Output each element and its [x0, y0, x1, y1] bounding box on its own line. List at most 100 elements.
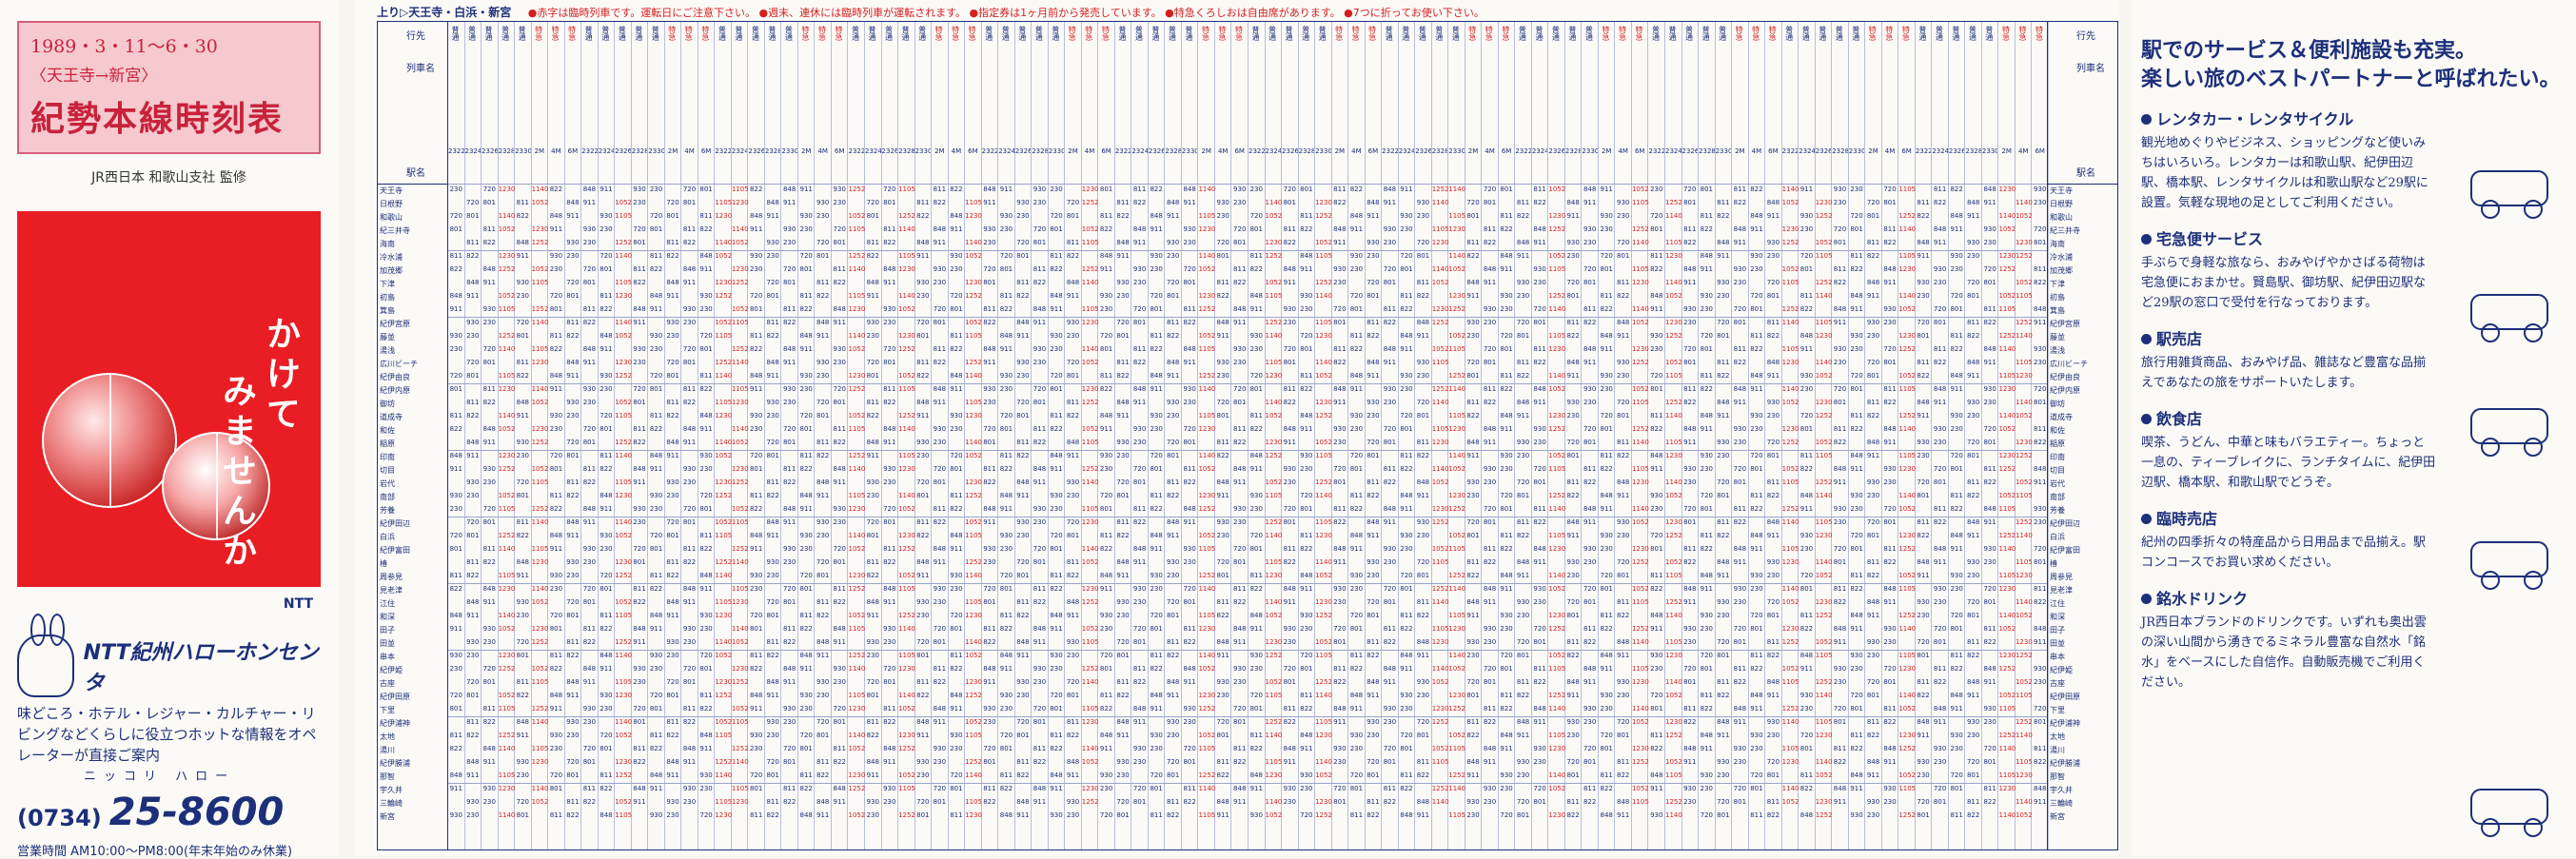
time-cell: 720 [1700, 332, 1713, 340]
time-cell: 230 [1016, 212, 1030, 220]
time-cell: 911 [466, 292, 480, 300]
time-cell: 1230 [1315, 798, 1332, 806]
time-cell: 1230 [965, 279, 982, 286]
time-cell: 848 [1617, 638, 1630, 646]
time-cell: 848 [1383, 345, 1397, 353]
time-cell: 848 [1717, 718, 1730, 726]
time-cell: 1252 [1431, 185, 1449, 193]
time-cell: 230 [1166, 732, 1180, 739]
station-name: 箕島 [2050, 306, 2065, 315]
time-cell: 848 [2034, 625, 2047, 633]
service-heading: 臨時売店 [2141, 506, 2576, 529]
time-cell: 1052 [1431, 279, 1449, 286]
time-cell: 848 [1183, 505, 1196, 513]
time-cell: 1105 [731, 585, 749, 593]
time-cell: 720 [600, 572, 613, 579]
time-cell: 801 [600, 425, 613, 433]
time-cell: 801 [1866, 692, 1880, 699]
time-cell: 848 [1533, 545, 1546, 553]
time-cell: 822 [782, 638, 796, 646]
time-cell: 230 [1766, 732, 1780, 739]
time-cell: 911 [1983, 359, 1996, 366]
time-cell: 1230 [1781, 225, 1799, 233]
time-cell: 1230 [531, 225, 549, 233]
time-cell: 911 [1966, 372, 1980, 380]
route-label: 〈天王寺→新宮〉 [30, 67, 158, 86]
time-cell: 811 [1249, 572, 1263, 579]
center-description: 味どころ・ホテル・レジャー・カルチャー・リビングなどくらしに役立つホットな情報を… [17, 705, 317, 764]
time-cell: 1105 [1265, 492, 1283, 499]
time-cell: 230 [482, 798, 496, 806]
time-cell: 1230 [1548, 545, 1566, 553]
train-header: 普通2322M [1648, 22, 1665, 185]
time-cell: 811 [1966, 798, 1980, 806]
time-cell: 930 [1933, 265, 1947, 273]
time-cell: 848 [866, 279, 879, 286]
time-cell: 911 [1383, 199, 1397, 206]
train-column: 普通2330M123012521052110512521140110512301… [1315, 22, 1332, 849]
time-cell: 1052 [1665, 292, 1682, 300]
time-cell: 801 [1050, 225, 1063, 233]
time-cell: 848 [600, 492, 613, 499]
time-cell: 848 [699, 732, 713, 739]
train-type: 普通 [734, 26, 743, 41]
time-cell: 822 [1166, 492, 1180, 499]
time-cell: 930 [1483, 625, 1497, 633]
time-cell: 930 [1600, 372, 1613, 380]
station-label-right: 駅名 [2076, 168, 2095, 179]
time-cell: 848 [1966, 199, 1980, 206]
time-cell: 848 [782, 505, 796, 513]
time-cell: 230 [1300, 305, 1313, 313]
time-cell: 822 [983, 478, 996, 486]
train-type: 特急 [1467, 26, 1477, 41]
time-cell: 720 [1883, 345, 1897, 353]
train-column: 特急 4M 822 848 911 930 230 720 801 811 822 848 911 930… [948, 22, 966, 849]
time-cell: 911 [950, 545, 963, 553]
time-cell: 811 [1183, 625, 1196, 633]
train-name-label: 列車名 [406, 64, 435, 74]
time-cell: 848 [916, 239, 930, 246]
time-cell: 822 [682, 718, 697, 726]
time-cell: 811 [1766, 319, 1780, 326]
time-cell: 911 [799, 505, 813, 513]
time-cell: 1052 [898, 705, 915, 713]
time-cell: 811 [449, 572, 462, 579]
time-cell: 811 [1150, 492, 1163, 499]
time-cell: 230 [1050, 185, 1063, 193]
train-type: 特急 [1768, 26, 1778, 41]
time-cell: 811 [883, 545, 896, 553]
time-cell: 1140 [1998, 345, 2016, 353]
station-name: 海南 [380, 240, 395, 248]
time-cell: 230 [1983, 718, 1996, 726]
time-cell: 911 [1583, 359, 1597, 366]
train-number: 4M [1618, 147, 1628, 155]
time-cell: 801 [566, 771, 580, 779]
time-cell: 720 [749, 452, 763, 459]
time-cell: 1230 [1631, 678, 1649, 686]
time-cell: 230 [1617, 532, 1630, 539]
time-cell: 720 [1050, 692, 1063, 699]
time-cell: 930 [482, 465, 496, 473]
time-cell: 822 [1600, 305, 1613, 313]
time-cell: 720 [1983, 585, 1996, 593]
time-cell: 801 [1416, 572, 1430, 579]
time-cell: 1105 [731, 785, 749, 792]
time-cell: 1140 [2015, 199, 2033, 206]
time-cell: 1105 [898, 585, 915, 593]
train-number: 4M [684, 147, 695, 155]
time-cell: 822 [516, 372, 530, 380]
time-cell: 848 [1032, 305, 1047, 313]
time-cell: 822 [682, 558, 697, 566]
time-cell: 801 [1116, 332, 1130, 340]
time-cell: 1252 [1198, 705, 1216, 713]
time-cell: 1052 [1631, 785, 1649, 792]
time-cell: 930 [2034, 505, 2047, 513]
time-cell: 1052 [898, 771, 915, 779]
time-cell: 720 [1416, 558, 1430, 566]
train-column: 普通2324M911930230720801811822848911930230… [1799, 22, 1816, 849]
train-number: 2322M [981, 147, 998, 155]
time-cell: 1105 [1431, 359, 1449, 366]
time-cell: 811 [1116, 678, 1130, 686]
time-cell: 1052 [1665, 359, 1682, 366]
time-cell: 811 [2034, 265, 2047, 273]
